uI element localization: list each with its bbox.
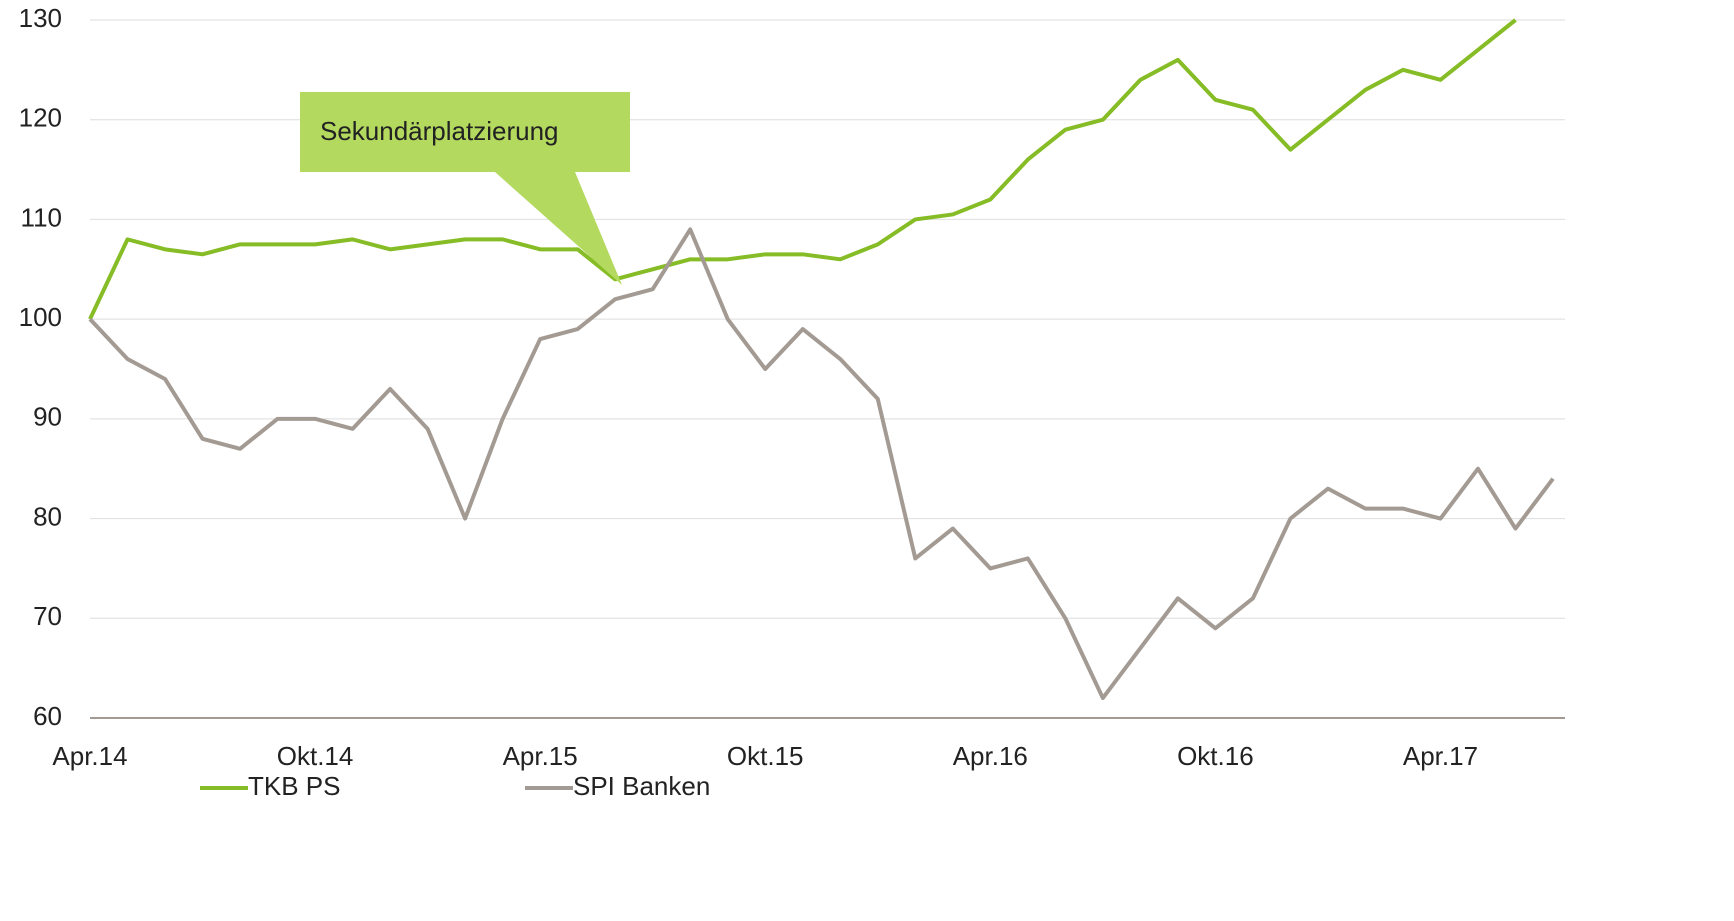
x-tick-label: Apr.15 <box>503 741 578 771</box>
y-tick-label: 120 <box>19 103 62 133</box>
grid: 60 70 80 90 100 110 120 130 Apr.14 Okt.14 Apr.15 Ok… <box>19 3 1565 771</box>
y-tick-label: 80 <box>33 501 62 531</box>
y-tick-label: 100 <box>19 302 62 332</box>
x-tick-label: Apr.16 <box>953 741 1028 771</box>
legend-label: SPI Banken <box>573 771 710 801</box>
series-line <box>88 18 1517 320</box>
y-tick-label: 60 <box>33 701 62 731</box>
x-tick-label: Okt.15 <box>727 741 804 771</box>
x-tick-label: Apr.17 <box>1403 741 1478 771</box>
annotation-box <box>300 92 630 285</box>
annotation: Sekundärplatzierung <box>320 116 559 146</box>
x-tick-label: Apr.14 <box>52 741 127 771</box>
y-tick-label: 90 <box>33 402 62 432</box>
y-tick-label: 130 <box>19 3 62 33</box>
legend: TKB PS SPI Banken <box>200 771 710 801</box>
x-tick-label: Okt.16 <box>1177 741 1254 771</box>
y-tick-label: 70 <box>33 601 62 631</box>
x-tick-label: Okt.14 <box>277 741 354 771</box>
plot <box>88 18 1555 701</box>
legend-label: TKB PS <box>248 771 340 801</box>
y-tick-label: 110 <box>21 202 62 232</box>
series-line <box>88 227 1555 701</box>
